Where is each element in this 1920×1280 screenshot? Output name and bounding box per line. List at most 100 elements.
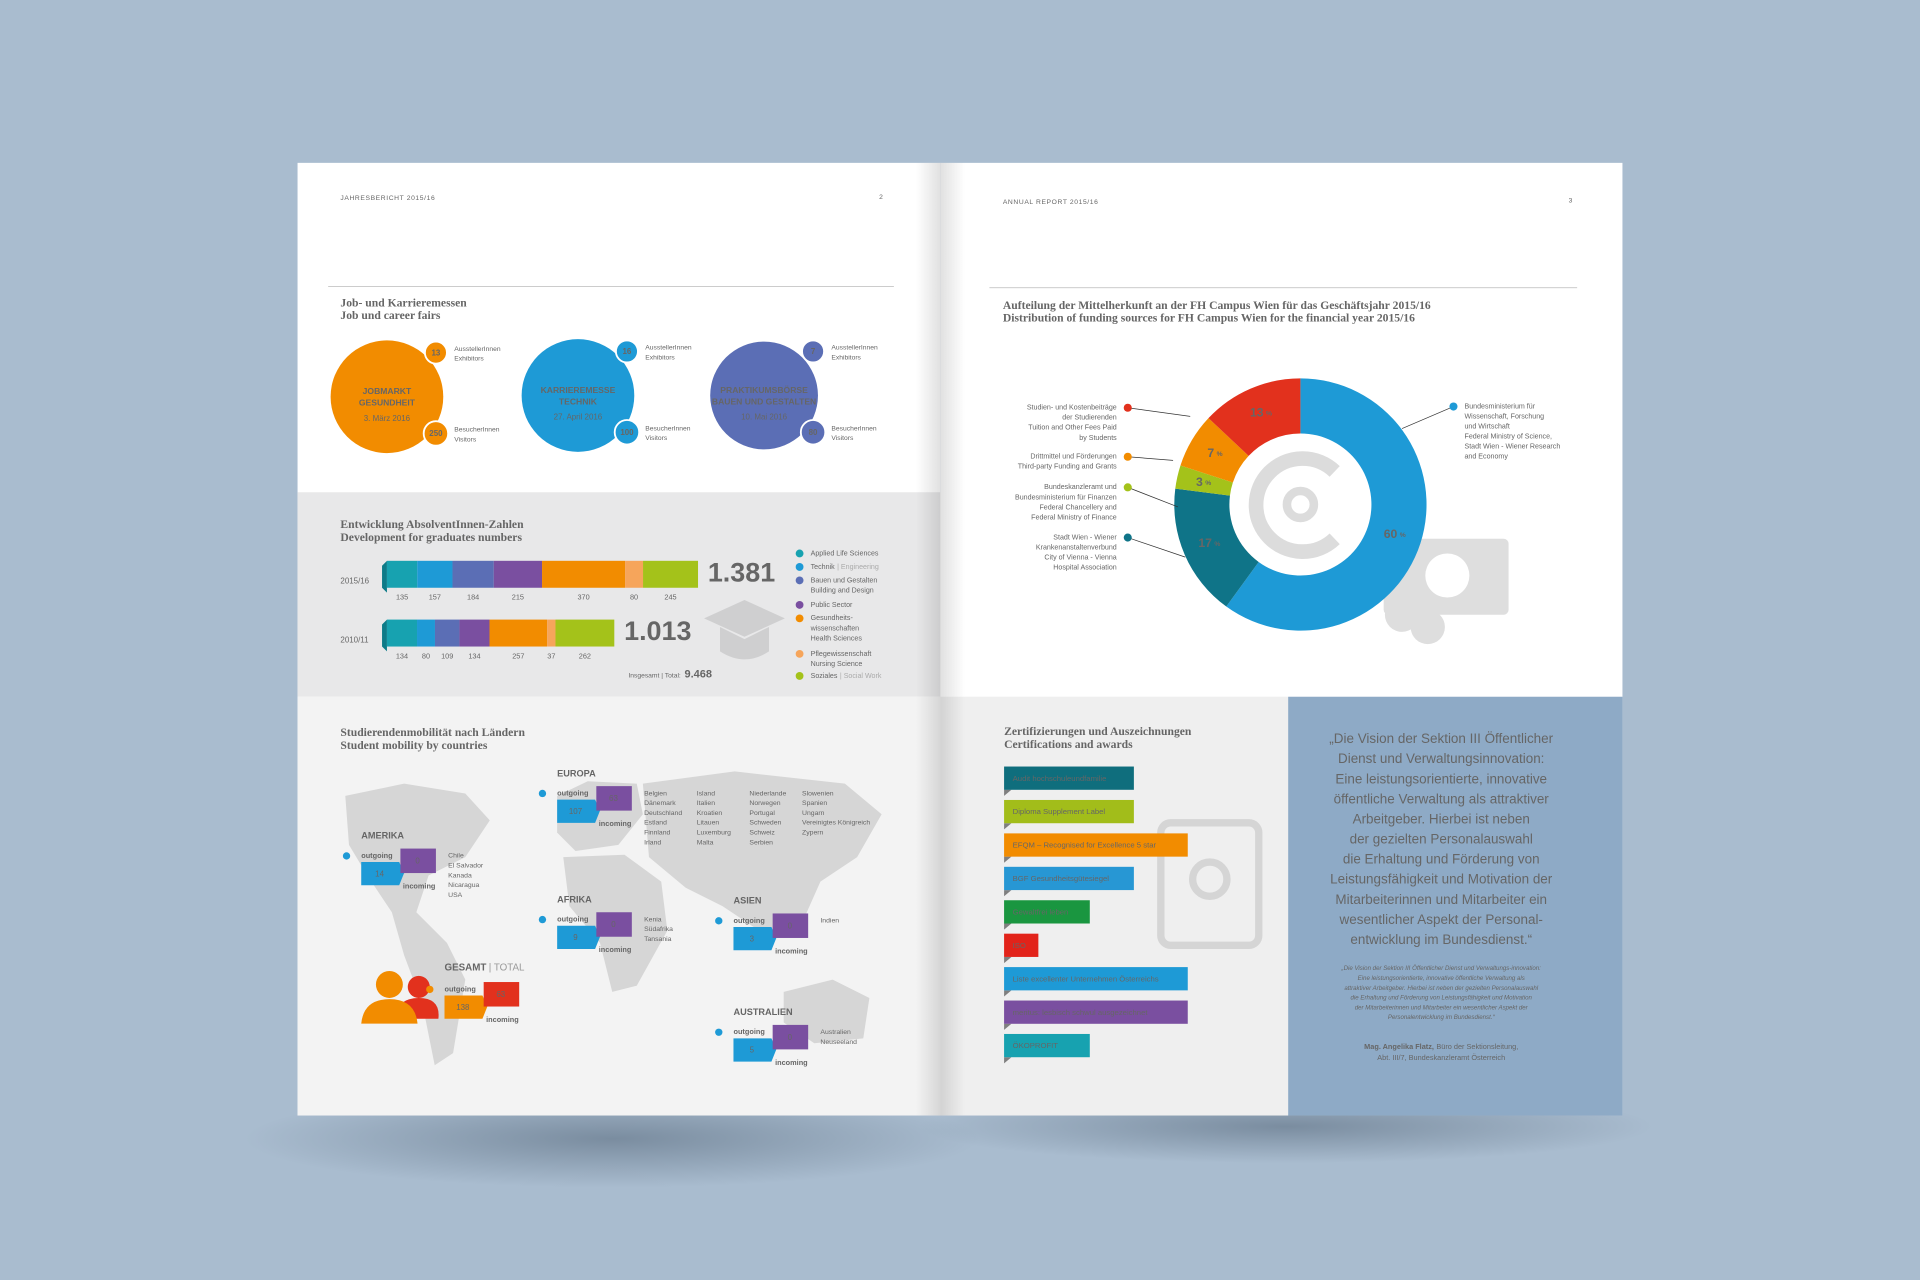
fair-date: 10. Mai 2016 — [741, 413, 787, 422]
quote-box — [1288, 696, 1623, 1116]
section-title: Aufteilung der Mittelherkunft an der FH … — [1003, 299, 1431, 312]
count-label-en: Visitors — [831, 435, 854, 442]
segment-unit: % — [1266, 410, 1272, 417]
tag-fold — [1004, 956, 1012, 964]
donut-segment — [1175, 465, 1233, 496]
row-total: 1.013 — [624, 616, 691, 646]
quote-line: Mitarbeiterinnen und Mitarbeiter ein — [1335, 892, 1547, 907]
quote-line: Arbeitgeber. Hierbei ist neben — [1353, 811, 1530, 826]
quote-small-line: attraktiver Arbeitgeber. Hierbei ist neb… — [1344, 985, 1538, 992]
quote-line: die Erhaltung und Förderung von — [1343, 852, 1540, 867]
outgoing-label: outgoing — [733, 1027, 764, 1036]
graduate-bar — [459, 619, 490, 647]
segment-name: Krankenanstaltenverbund — [1036, 543, 1117, 551]
certification-tag — [1004, 833, 1188, 857]
running-header: JAHRESBERICHT 2015/16 — [340, 195, 435, 202]
section-title: Studierendenmobilität nach Ländern — [340, 726, 525, 739]
certification-tag — [1004, 900, 1090, 924]
total-value: 9.468 — [684, 669, 712, 681]
region-name: AUSTRALIEN — [733, 1007, 792, 1017]
donut-segment — [1208, 378, 1301, 456]
country: El Salvador — [448, 863, 484, 870]
quote-small-line: Personalentwicklung im Bundesdienst.“ — [1388, 1014, 1496, 1021]
count-visitors: 100 — [620, 428, 634, 437]
count-badge — [613, 419, 641, 446]
section-subtitle: Student mobility by countries — [340, 739, 487, 752]
graduate-bar — [489, 619, 548, 647]
quote-small-line: Eine leistungsorientierte, innovative öf… — [1358, 975, 1525, 982]
country: Luxemburg — [697, 829, 731, 836]
bar-value: 257 — [512, 651, 524, 660]
incoming-value: 63 — [609, 794, 618, 803]
segment-label: 7% — [1207, 446, 1222, 460]
country: Kanada — [448, 872, 472, 879]
count-badge — [615, 339, 639, 364]
legend-dot — [795, 672, 804, 680]
incoming-label: incoming — [403, 881, 436, 890]
graduate-bar — [493, 560, 543, 588]
fair-date: 27. April 2016 — [554, 413, 603, 422]
segment-name-en: Third-party Funding and Grants — [1018, 463, 1117, 471]
map-americas — [345, 783, 490, 1066]
count-visitors: 250 — [429, 429, 443, 438]
count-exhibitors: 13 — [431, 348, 440, 357]
country: Norwegen — [749, 800, 780, 807]
country: Schweiz — [749, 829, 775, 836]
coin — [1410, 609, 1445, 645]
segment-label: 17% — [1198, 536, 1220, 550]
running-header: ANNUAL REPORT 2015/16 — [1003, 199, 1099, 206]
graduate-bar — [386, 619, 418, 647]
country: Australien — [820, 1029, 851, 1036]
segment-name: Bundesministerium für Finanzen — [1015, 493, 1117, 501]
author-name: Mag. Angelika Flatz, — [1364, 1042, 1434, 1051]
leader-line — [1127, 407, 1191, 417]
incoming-box — [483, 982, 520, 1007]
donut-segment — [1226, 378, 1427, 631]
certification-tag — [1004, 1000, 1188, 1024]
certification-tag — [1004, 766, 1134, 790]
incoming-label: incoming — [775, 946, 808, 955]
person-icon — [715, 917, 723, 925]
count-label: BesucherInnen — [454, 427, 499, 434]
fair-name: GESUNDHEIT — [359, 398, 416, 408]
section-title: Zertifizierungen und Auszeichnungen — [1004, 725, 1192, 738]
country: Estland — [644, 820, 667, 827]
banknote-circle — [1425, 553, 1470, 598]
incoming-value: 0 — [415, 857, 420, 866]
spine — [915, 162, 965, 1116]
legend-dot — [795, 563, 804, 571]
country: Neuseeland — [820, 1039, 857, 1046]
segment-label: 60% — [1384, 527, 1406, 541]
fair-circle — [330, 340, 444, 454]
outgoing-label: outgoing — [557, 788, 588, 797]
segment-name: Bundesministerium für — [1464, 402, 1535, 410]
fair-name: JOBMARKT — [363, 386, 412, 396]
certification-label: Audit hochschuleundfamilie — [1013, 774, 1107, 783]
legend-label: Applied Life Sciences — [811, 549, 879, 557]
quote-author: Mag. Angelika Flatz, Büro der Sektionslei… — [1364, 1042, 1518, 1051]
bar-fold — [382, 619, 387, 652]
country: Malta — [697, 839, 714, 846]
total-name-en: | TOTAL — [489, 962, 525, 973]
country: Kenia — [644, 916, 662, 923]
count-label-en: Exhibitors — [454, 356, 484, 363]
segment-value: 7 — [1207, 446, 1214, 460]
country: Dänemark — [644, 800, 676, 807]
money-icon — [1383, 538, 1509, 645]
segment-name-en: City of Vienna - Vienna — [1044, 554, 1116, 562]
outgoing-box — [733, 1038, 777, 1062]
bar-value: 184 — [467, 592, 479, 601]
certification-label: Liste excellenter Unternehmen Österreich… — [1013, 974, 1159, 983]
total-name-de: GESAMT — [444, 962, 486, 973]
person-icon — [538, 789, 547, 798]
graduate-bar — [547, 619, 556, 647]
bar-value: 135 — [396, 592, 408, 601]
section-subtitle: Certifications and awards — [1004, 738, 1133, 751]
person-icon — [342, 852, 351, 860]
tag-fold — [1004, 890, 1012, 897]
label-dot — [1123, 533, 1132, 542]
incoming-label: incoming — [775, 1058, 808, 1067]
country: Belgien — [644, 790, 667, 797]
center-logo — [1248, 451, 1340, 559]
